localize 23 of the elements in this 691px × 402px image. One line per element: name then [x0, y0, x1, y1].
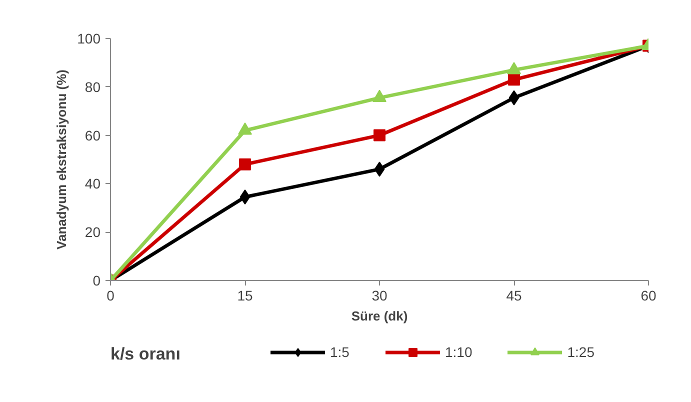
y-tick-label: 60 — [84, 127, 101, 144]
x-tick-label: 45 — [506, 288, 522, 304]
y-tick-label: 20 — [84, 224, 101, 240]
y-axis-title: Vanadyum ekstraksiyonu (%) — [54, 70, 70, 250]
point — [374, 129, 386, 142]
x-tick-label: 0 — [106, 288, 115, 304]
point — [240, 190, 250, 205]
point — [508, 74, 520, 86]
legend-label: 1:25 — [567, 344, 594, 360]
legend-label: 1:10 — [445, 344, 472, 360]
y-tick-label: 100 — [77, 30, 101, 46]
legend-label: 1:5 — [330, 344, 350, 360]
point — [374, 162, 385, 177]
point — [508, 90, 520, 106]
x-tick-label: 15 — [237, 288, 253, 304]
y-tick-label: 80 — [84, 78, 101, 95]
point — [239, 158, 251, 170]
x-tick-label: 60 — [640, 288, 656, 304]
y-tick-label: 0 — [92, 272, 101, 288]
y-tick-label: 40 — [84, 176, 101, 192]
legend-title: k/s oranı — [110, 344, 180, 364]
x-tick-label: 30 — [372, 288, 388, 304]
x-axis-title: Süre (dk) — [351, 308, 408, 324]
